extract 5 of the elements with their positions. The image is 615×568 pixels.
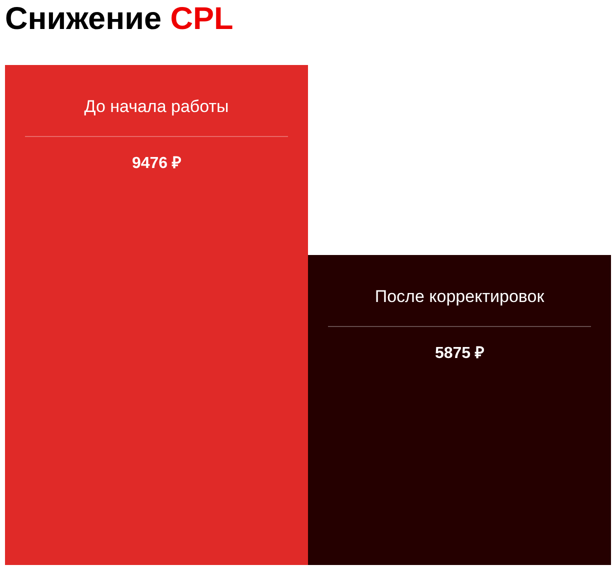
data-label: 9476 ₽ bbox=[132, 155, 182, 172]
x-tick-label: До начала работы bbox=[84, 97, 229, 116]
data-label: 5875 ₽ bbox=[434, 345, 484, 362]
x-tick-label: После корректировок bbox=[374, 287, 545, 306]
chart-title: Снижение CPL bbox=[5, 0, 234, 36]
